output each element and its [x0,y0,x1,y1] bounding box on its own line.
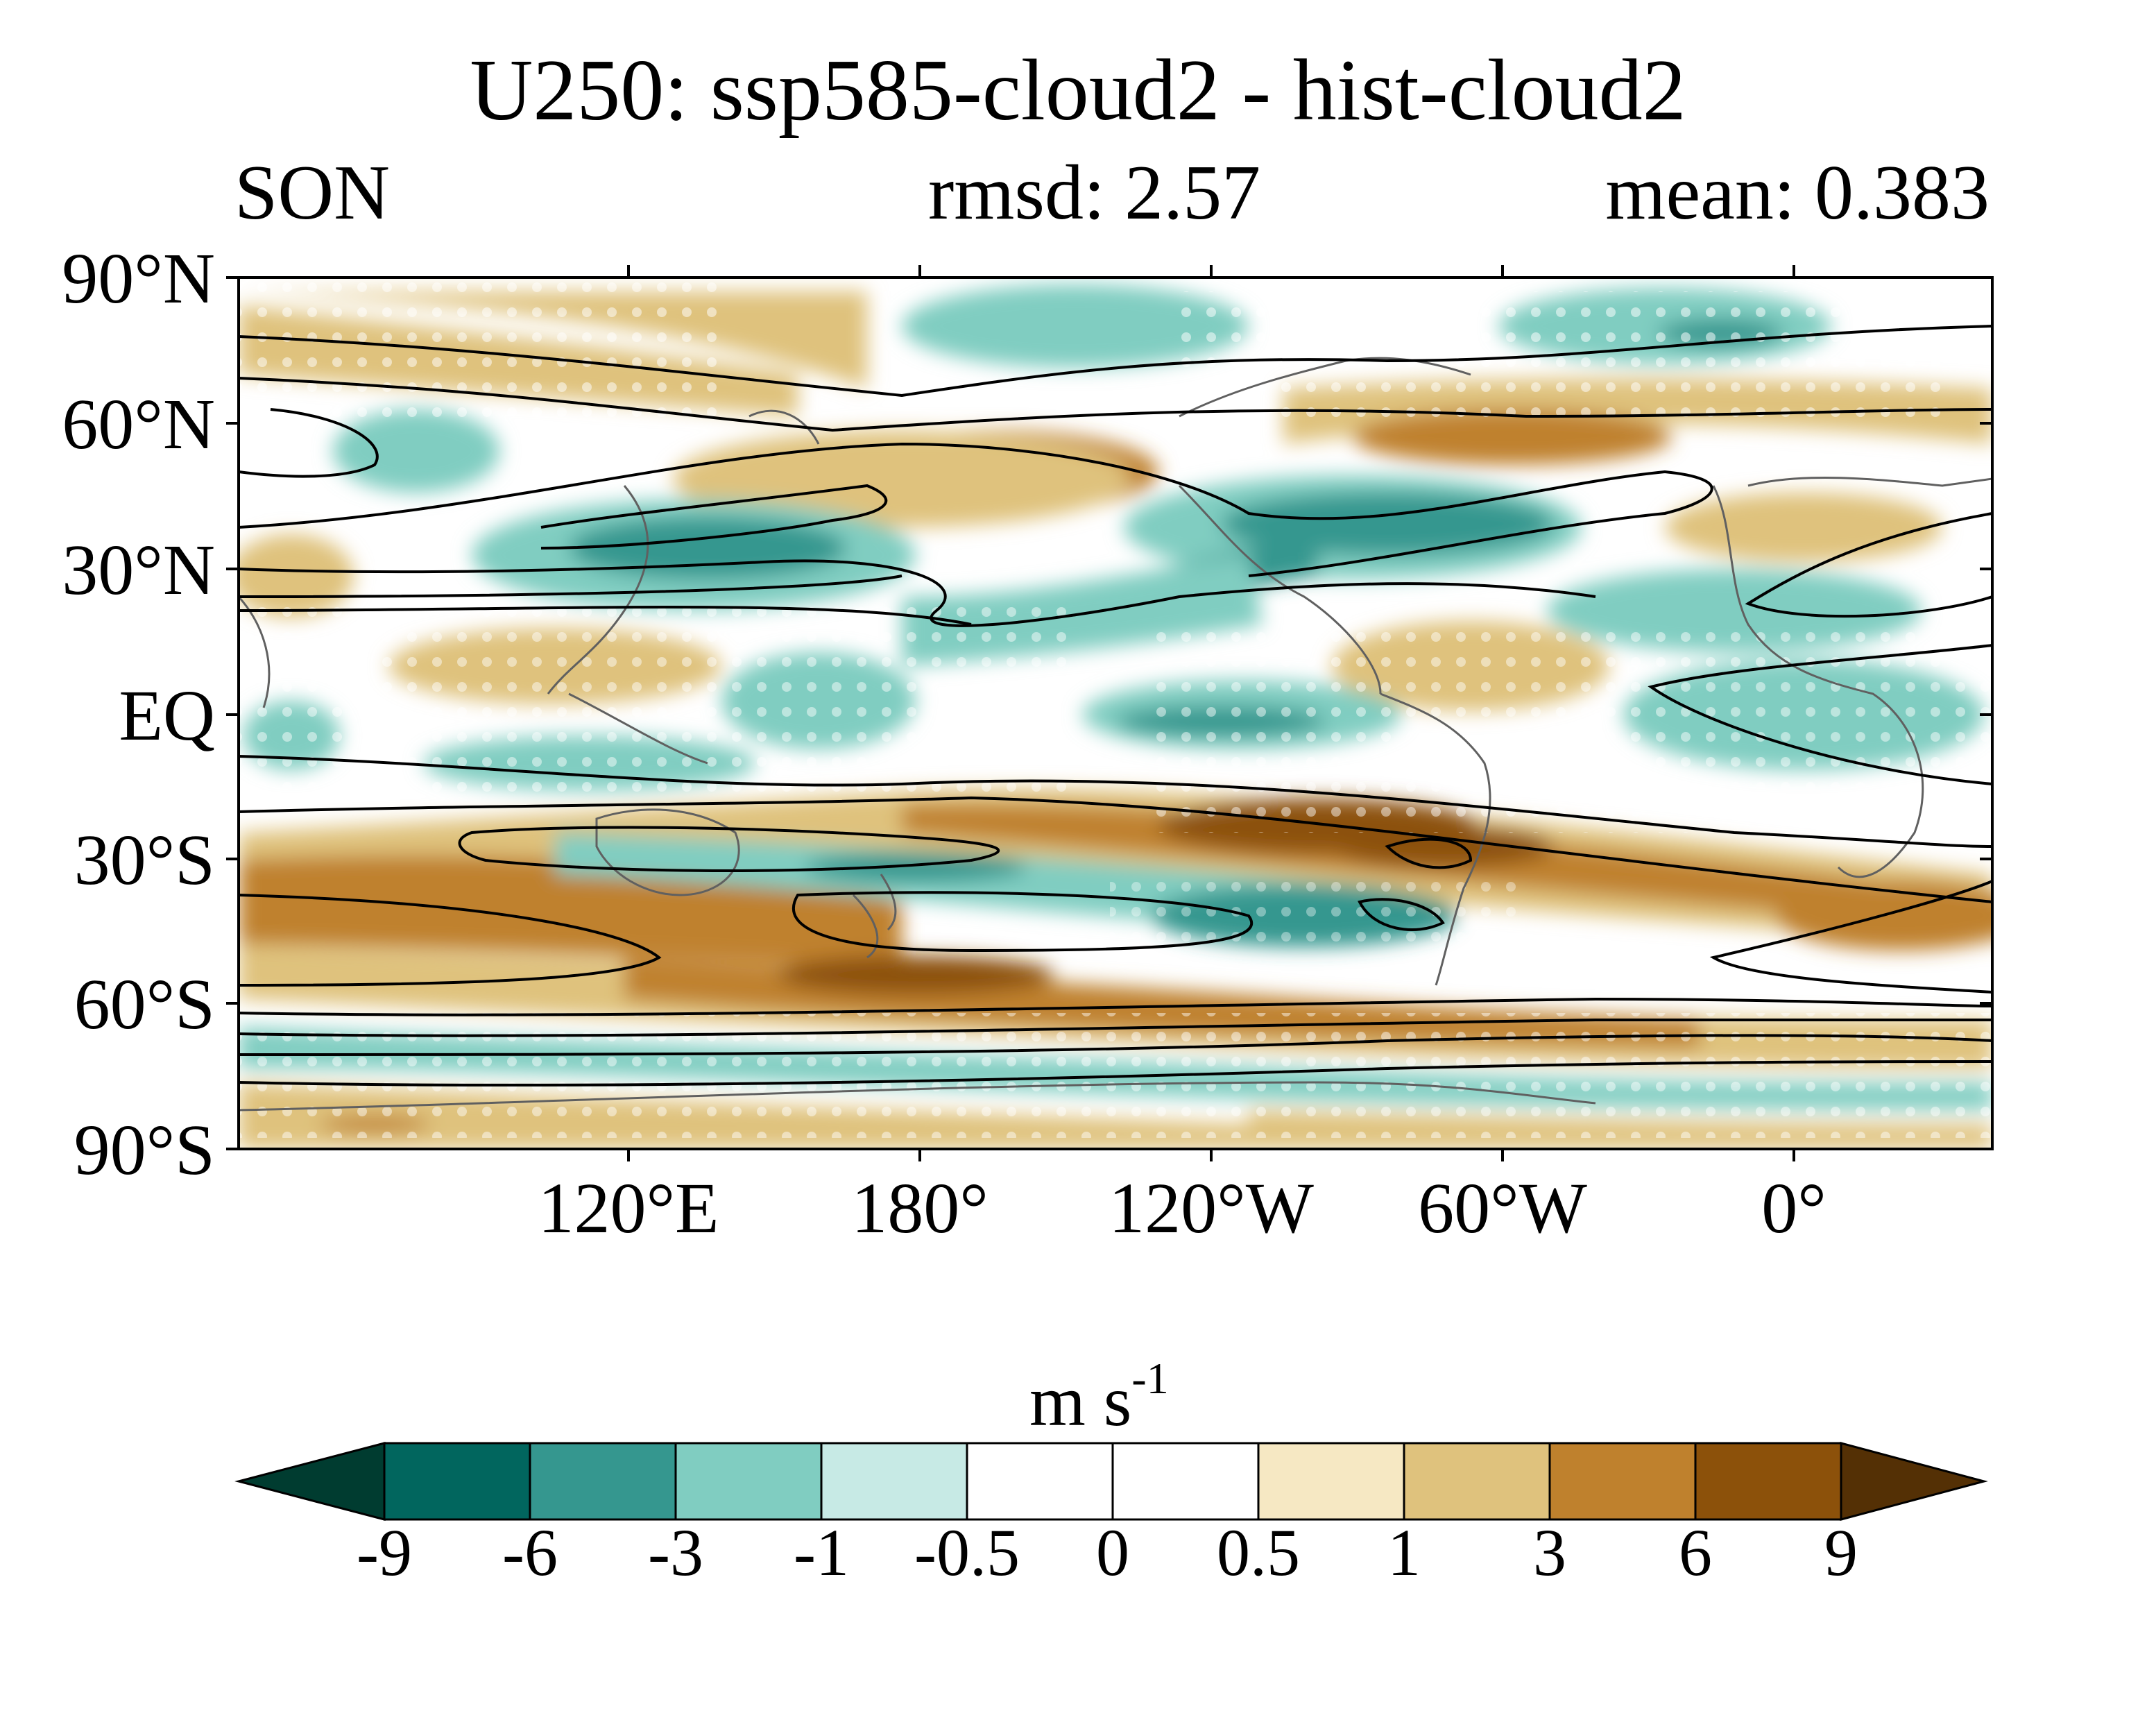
colorbar-tick-label: 1 [1387,1515,1421,1590]
colorbar [234,1442,1988,1521]
climatology-contours [239,325,1992,1087]
colorbar-segment [1257,1442,1405,1521]
colorbar-tick-label: -0.5 [914,1515,1020,1590]
colorbar-tick-label: -1 [794,1515,849,1590]
coastlines [239,357,1992,1112]
units-base: m s [1029,1361,1132,1441]
colorbar-segment [820,1442,968,1521]
lon-label-120e: 120°E [538,1168,719,1248]
colorbar-tick-label: -9 [357,1515,412,1590]
season-label: SON [234,150,391,236]
colorbar-segment [674,1442,823,1521]
mean-label: mean: 0.383 [1605,150,1990,236]
colorbar-segment [1694,1442,1842,1521]
colorbar-tick-label: 3 [1533,1515,1566,1590]
lon-label-60w: 60°W [1418,1168,1587,1248]
lat-label-30s: 30°S [74,820,215,900]
plot-title: U250: ssp585-cloud2 - hist-cloud2 [470,42,1686,139]
colorbar-segment [1548,1442,1697,1521]
colorbar-extend-high [1840,1442,1988,1521]
lon-label-180: 180° [851,1168,989,1248]
lon-label-0: 0° [1761,1168,1826,1248]
colorbar-units: m s-1 [1029,1356,1169,1438]
lat-label-90s: 90°S [74,1110,215,1190]
colorbar-segment [1111,1442,1260,1521]
colorbar-tick-label: 9 [1824,1515,1858,1590]
colorbar-segment [529,1442,677,1521]
lon-label-120w: 120°W [1109,1168,1314,1248]
lat-label-90n: 90°N [62,239,215,318]
colorbar-segment [1403,1442,1551,1521]
significance-stippling [239,278,1992,1138]
colorbar-tick-label: 0 [1096,1515,1129,1590]
colorbar-segment [383,1442,531,1521]
colorbar-segment [966,1442,1114,1521]
units-exponent: -1 [1131,1354,1169,1403]
colorbar-tick-label: -3 [648,1515,703,1590]
axis-ticks [226,265,1992,1161]
colorbar-extend-low [234,1442,386,1521]
colorbar-tick-label: 0.5 [1217,1515,1300,1590]
lat-label-eq: EQ [119,676,215,756]
lat-label-60n: 60°N [62,384,215,464]
rmsd-label: rmsd: 2.57 [928,150,1261,236]
map-panel [239,278,1992,1149]
lat-label-60s: 60°S [74,964,215,1044]
colorbar-tick-label: 6 [1679,1515,1712,1590]
colorbar-tick-label: -6 [502,1515,558,1590]
lat-label-30n: 30°N [62,530,215,610]
